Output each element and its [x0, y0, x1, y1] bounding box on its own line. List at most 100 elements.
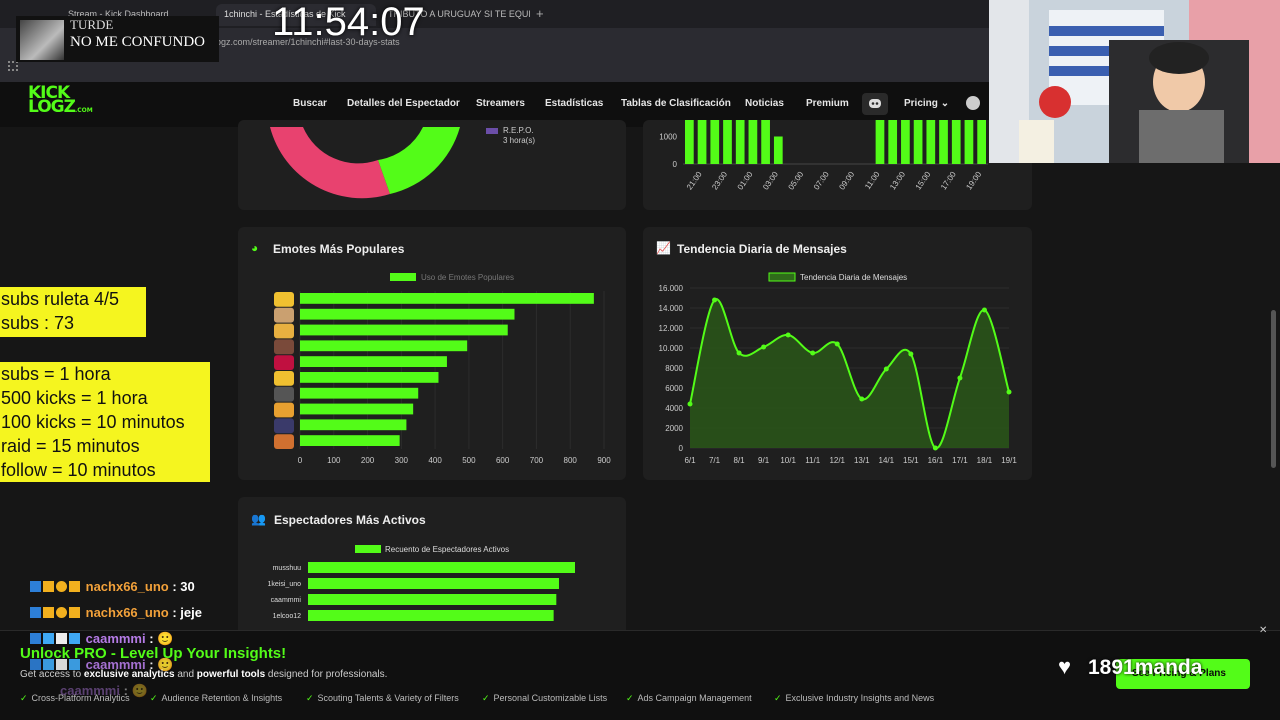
check-icon: ✓	[306, 693, 314, 703]
tab-kick-dashboard[interactable]: Stream - Kick Dashboard	[68, 9, 169, 19]
nav-detalles-espectador[interactable]: Detalles del Espectador	[347, 98, 460, 109]
y-tick-label: 12.000	[659, 324, 684, 333]
emote-icon	[274, 323, 294, 339]
logo-word-logz: LOGZ	[28, 97, 76, 117]
clip-thumbnail	[20, 20, 64, 60]
x-tick-label: 13:00	[888, 170, 907, 192]
emote-bar	[300, 387, 419, 399]
chat-badge-icon	[30, 633, 41, 644]
emoji-icon: 🙂	[131, 683, 148, 698]
data-point	[761, 344, 767, 350]
legend-label: Uso de Emotes Populares	[421, 273, 514, 282]
y-tick-label: 8000	[665, 364, 683, 373]
x-tick-label: 21:00	[685, 170, 704, 192]
legend-label: Tendencia Diaria de Mensajes	[800, 273, 907, 282]
feature-item: ✓ Cross-Platform Analytics	[20, 693, 130, 704]
chat-badge-icon	[69, 659, 80, 670]
user-account-icon[interactable]	[966, 96, 980, 110]
emotes-bar-chart: Uso de Emotes Populares 0 100 200 300 400 500 6…	[274, 273, 611, 465]
nav-tablas[interactable]: Tablas de Clasificación	[621, 98, 731, 109]
nav-premium[interactable]: Premium	[806, 98, 849, 109]
y-tick-label: 0	[679, 444, 684, 453]
x-tick-label: 900	[597, 456, 611, 465]
emote-icon	[274, 418, 294, 434]
legend-swatch	[768, 272, 796, 282]
check-icon: ✓	[774, 693, 782, 703]
data-point	[981, 307, 987, 313]
legend-swatch	[390, 273, 416, 281]
data-point	[859, 396, 865, 402]
x-tick-label: 09:00	[837, 170, 856, 192]
banner-title: Unlock PRO - Level Up Your Insights!	[20, 645, 287, 662]
viewer-bar	[308, 562, 575, 573]
y-tick-label: 6000	[665, 384, 683, 393]
data-point	[712, 297, 718, 303]
apps-grid-icon[interactable]	[8, 61, 18, 71]
hour-bar	[761, 120, 770, 164]
legend-swatch-repo	[486, 128, 498, 134]
donor-name: 1891manda	[1088, 656, 1203, 679]
emote-icon	[274, 292, 294, 307]
viewer-bar	[308, 578, 559, 589]
nav-buscar[interactable]: Buscar	[293, 98, 327, 109]
x-tick-label: 19:00	[964, 170, 983, 192]
x-tick-label: 17:00	[939, 170, 958, 192]
emotes-card-title: Emotes Más Populares	[273, 242, 405, 256]
viewer-label: caammmi	[271, 597, 302, 604]
feature-item: ✓ Personal Customizable Lists	[482, 693, 607, 704]
y-tick-label: 10.000	[659, 344, 684, 353]
feature-item: ✓ Scouting Talents & Variety of Filters	[306, 693, 459, 704]
data-point	[785, 332, 791, 338]
feature-label: Exclusive Industry Insights and News	[785, 693, 935, 703]
feature-item: ✓ Exclusive Industry Insights and News	[774, 693, 934, 704]
chat-message: nachx66_uno : 30	[30, 579, 195, 594]
close-banner-icon[interactable]: ✕	[1259, 625, 1268, 636]
data-point	[957, 375, 963, 381]
rule-line-3: 100 kicks = 10 minutos	[1, 412, 185, 432]
hour-bar	[875, 120, 885, 164]
messages-card-title: Tendencia Diaria de Mensajes	[677, 242, 847, 256]
x-tick-label: 18/1	[977, 456, 993, 465]
rules-box: subs = 1 hora 500 kicks = 1 hora 100 kic…	[0, 362, 210, 482]
url-text[interactable]: logz.com/streamer/1chinchi#last-30-days-…	[214, 37, 400, 47]
kicklogz-logo[interactable]: KICK LOGZ.COM	[28, 85, 93, 120]
chat-username: nachx66_uno	[85, 605, 169, 620]
discord-button[interactable]	[862, 93, 888, 115]
nav-pricing[interactable]: Pricing ⌄	[904, 98, 949, 109]
tab-kicklogz[interactable]: 1chinchi - Estadísticas de Kick	[216, 4, 376, 26]
x-tick-label: 10/1	[780, 456, 796, 465]
new-tab-button[interactable]: +	[536, 6, 544, 21]
x-tick-label: 700	[530, 456, 544, 465]
nav-estadisticas[interactable]: Estadísticas	[545, 98, 604, 109]
x-tick-label: 15:00	[914, 170, 933, 192]
emote-icon	[274, 402, 294, 418]
emote-icon	[274, 434, 294, 449]
chat-message: nachx66_uno : jeje	[30, 605, 202, 620]
page-scrollbar[interactable]	[1271, 310, 1276, 468]
chat-badge-icon	[30, 581, 41, 592]
hour-bar	[951, 120, 961, 164]
x-tick-label: 17/1	[952, 456, 968, 465]
chat-badge-icon	[43, 659, 54, 670]
emote-icon	[274, 307, 294, 323]
hourly-bar-chart: 0 1000 21:00 23:00 01:00 03:00 05:00 07:00 09:00…	[659, 120, 988, 192]
chat-badge-icon	[69, 581, 80, 592]
x-tick-label: 7/1	[709, 456, 721, 465]
card-categories	[238, 120, 626, 210]
trend-chart-icon: 📈	[656, 241, 671, 255]
see-pricing-button[interactable]: See Pricing & Plans	[1116, 659, 1250, 689]
banner-sub-pre: Get access to	[20, 669, 84, 680]
hour-bar	[888, 120, 898, 164]
emote-bar	[300, 293, 594, 304]
x-tick-label: 03:00	[761, 170, 780, 192]
x-tick-label: 07:00	[812, 170, 831, 192]
nav-noticias[interactable]: Noticias	[745, 98, 784, 109]
tab-youtube[interactable]: TRIBUTO A URUGUAY SI TE EQUIVO...	[388, 9, 530, 19]
viewer-bar	[308, 610, 554, 621]
hour-bar	[735, 120, 745, 164]
emote-bar	[300, 308, 515, 320]
page-content	[0, 127, 1280, 630]
data-point	[736, 350, 742, 356]
nav-streamers[interactable]: Streamers	[476, 98, 525, 109]
